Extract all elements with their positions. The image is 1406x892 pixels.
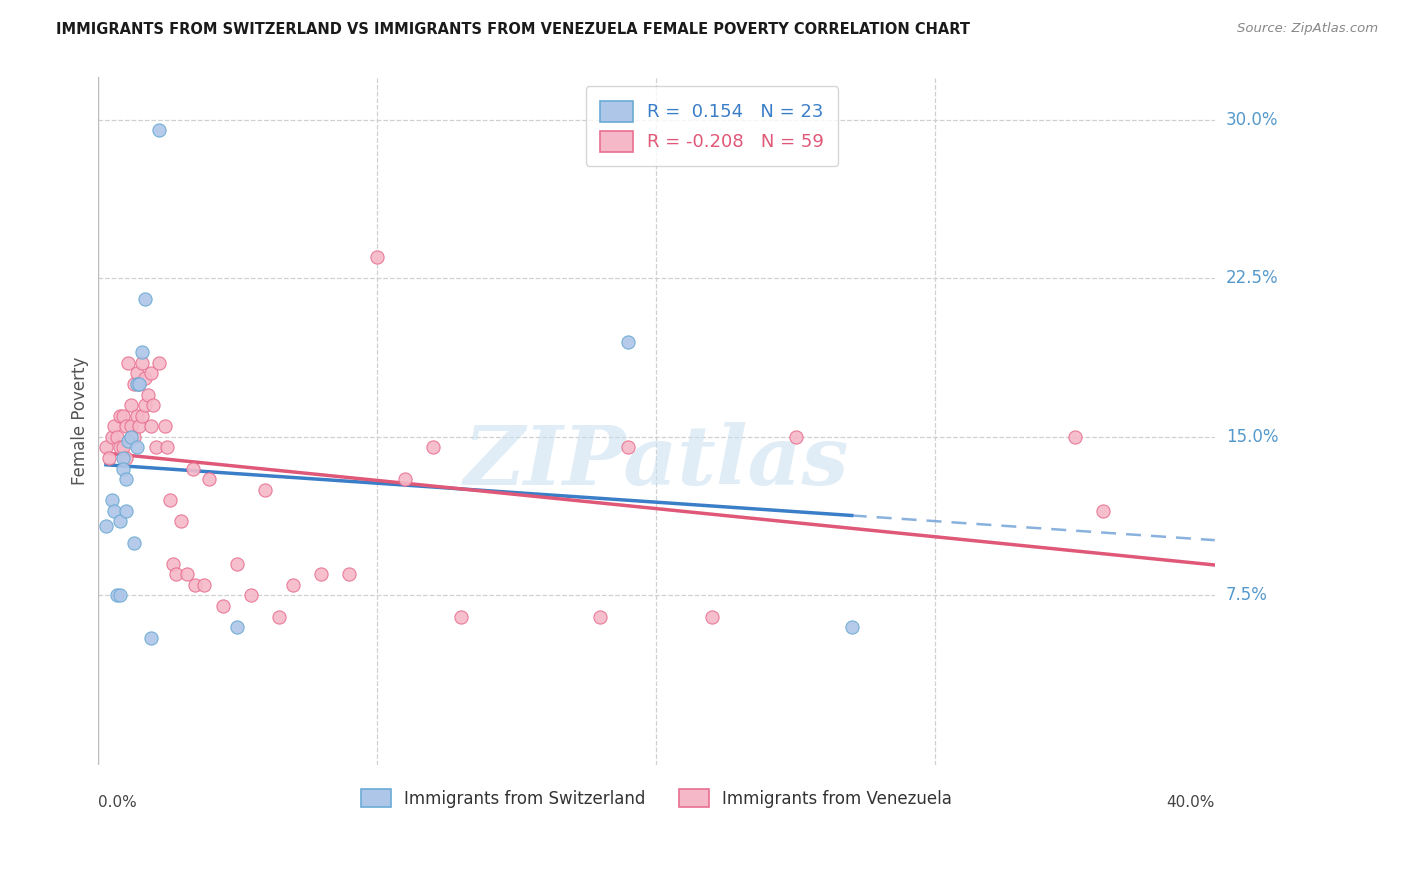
Point (309, 567, 332, 582)
Point (97, 450, 120, 465)
Point (193, 578, 215, 592)
Point (450, 609, 472, 624)
Point (1064, 430, 1087, 444)
Point (139, 631, 162, 645)
Point (153, 419, 176, 434)
Point (117, 356, 139, 370)
Point (139, 419, 162, 434)
Point (254, 483, 277, 497)
Text: 7.5%: 7.5% (1226, 586, 1268, 605)
Point (105, 588, 128, 602)
Point (184, 578, 207, 592)
Point (108, 441, 131, 455)
Point (120, 398, 142, 412)
Point (131, 356, 153, 370)
Point (269, 609, 291, 624)
Point (114, 419, 136, 434)
Point (165, 567, 187, 582)
Point (589, 609, 612, 624)
Point (700, 609, 723, 624)
Text: ZIPatlas: ZIPatlas (464, 422, 849, 502)
Point (159, 493, 181, 508)
Text: 22.5%: 22.5% (1226, 269, 1278, 287)
Point (122, 430, 145, 444)
Point (142, 398, 165, 412)
Point (122, 376, 145, 391)
Point (134, 293, 156, 307)
Point (139, 367, 162, 381)
Point (111, 409, 134, 423)
Point (103, 504, 125, 518)
Point (841, 620, 863, 634)
Point (617, 334, 640, 349)
Point (128, 376, 150, 391)
Point (1092, 504, 1115, 518)
Y-axis label: Female Poverty: Female Poverty (72, 357, 89, 485)
Point (114, 472, 136, 486)
Point (281, 578, 304, 592)
Point (785, 430, 807, 444)
Point (125, 367, 148, 381)
Point (108, 588, 131, 602)
Point (125, 376, 148, 391)
Point (212, 599, 235, 613)
Point (100, 493, 122, 508)
Point (128, 419, 150, 434)
Point (114, 450, 136, 465)
Point (94, 518, 117, 533)
Point (394, 472, 416, 486)
Point (111, 450, 134, 465)
Point (176, 567, 198, 582)
Point (108, 409, 131, 423)
Text: 40.0%: 40.0% (1167, 795, 1215, 810)
Text: Source: ZipAtlas.com: Source: ZipAtlas.com (1237, 22, 1378, 36)
Point (148, 356, 170, 370)
Point (108, 515, 131, 529)
Point (128, 376, 150, 391)
Point (103, 419, 125, 434)
Point (170, 515, 193, 529)
Text: 30.0%: 30.0% (1226, 111, 1278, 128)
Point (134, 398, 156, 412)
Point (131, 409, 153, 423)
Point (422, 441, 444, 455)
Point (122, 535, 145, 549)
Point (136, 387, 159, 401)
Point (134, 370, 156, 384)
Point (148, 123, 170, 137)
Point (366, 250, 388, 264)
Point (125, 441, 148, 455)
Text: 15.0%: 15.0% (1226, 428, 1278, 446)
Point (120, 430, 142, 444)
Legend: Immigrants from Switzerland, Immigrants from Venezuela: Immigrants from Switzerland, Immigrants … (354, 782, 959, 814)
Point (240, 588, 263, 602)
Point (226, 620, 249, 634)
Point (337, 567, 360, 582)
Point (198, 472, 221, 486)
Point (162, 557, 184, 571)
Point (131, 345, 153, 359)
Point (617, 441, 640, 455)
Point (117, 434, 139, 448)
Point (120, 419, 142, 434)
Point (114, 504, 136, 518)
Point (111, 441, 134, 455)
Point (105, 430, 128, 444)
Point (145, 441, 167, 455)
Point (100, 430, 122, 444)
Point (181, 461, 204, 475)
Text: 0.0%: 0.0% (97, 795, 136, 810)
Point (226, 557, 249, 571)
Text: IMMIGRANTS FROM SWITZERLAND VS IMMIGRANTS FROM VENEZUELA FEMALE POVERTY CORRELAT: IMMIGRANTS FROM SWITZERLAND VS IMMIGRANT… (56, 22, 970, 37)
Point (156, 441, 179, 455)
Point (125, 409, 148, 423)
Point (94, 441, 117, 455)
Point (111, 461, 134, 475)
